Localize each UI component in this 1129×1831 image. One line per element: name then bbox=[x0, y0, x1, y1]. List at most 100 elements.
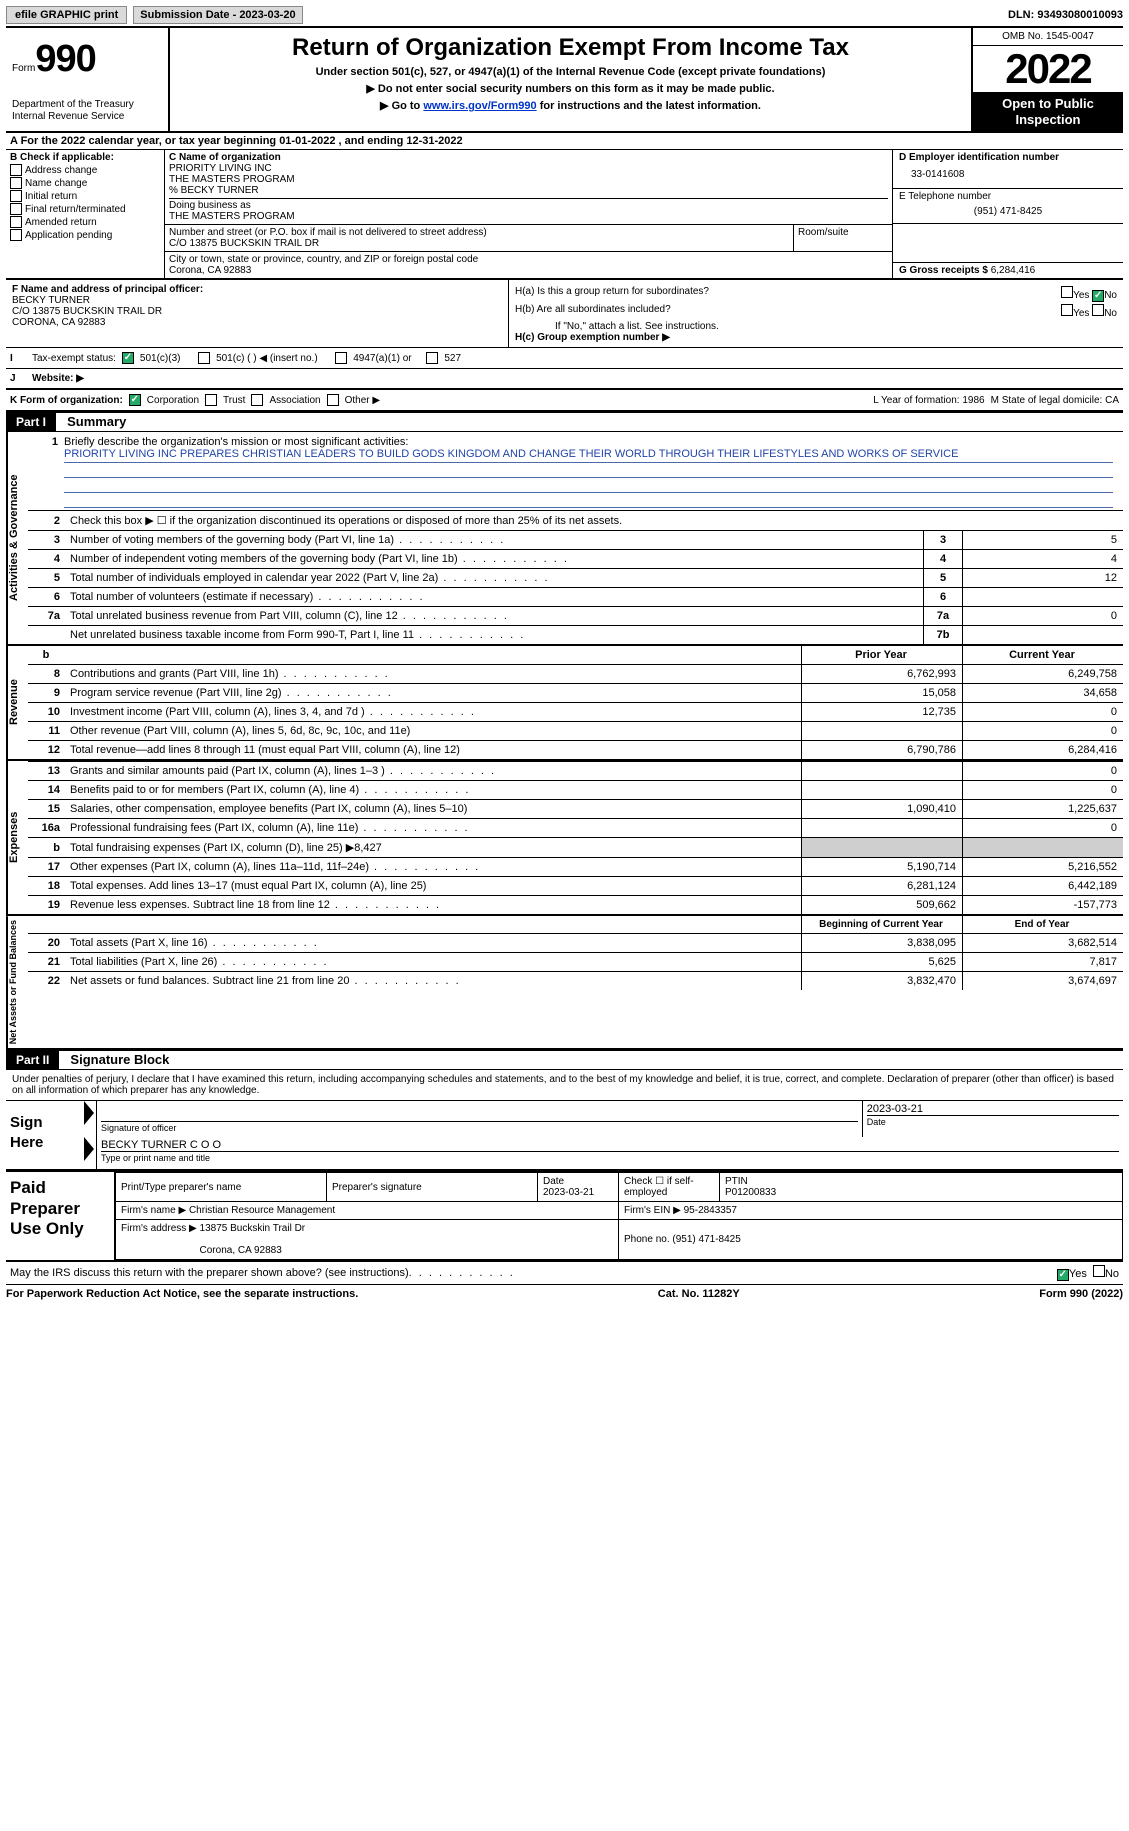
value: 6,790,786 bbox=[802, 741, 963, 760]
value bbox=[963, 626, 1124, 645]
col-d: D Employer identification number 33-0141… bbox=[892, 150, 1123, 278]
submission-date: Submission Date - 2023-03-20 bbox=[133, 6, 302, 24]
checkbox[interactable] bbox=[10, 229, 22, 241]
checkbox-checked[interactable]: ✓ bbox=[1092, 290, 1104, 302]
value: 6,281,124 bbox=[802, 877, 963, 896]
expenses-table: 13Grants and similar amounts paid (Part … bbox=[28, 761, 1123, 914]
sign-here-block: Sign Here Signature of officer 2023-03-2… bbox=[6, 1100, 1123, 1171]
city-address: Corona, CA 92883 bbox=[169, 265, 888, 276]
checkbox[interactable] bbox=[426, 352, 438, 364]
open-to-public: Open to Public Inspection bbox=[973, 92, 1123, 131]
checkbox[interactable] bbox=[327, 394, 339, 406]
checkbox[interactable] bbox=[10, 203, 22, 215]
subtitle-3: ▶ Go to www.irs.gov/Form990 for instruct… bbox=[178, 99, 963, 112]
value: 4 bbox=[963, 550, 1124, 569]
mission-text: PRIORITY LIVING INC PREPARES CHRISTIAN L… bbox=[64, 448, 1113, 463]
cat-no: Cat. No. 11282Y bbox=[658, 1288, 740, 1300]
expenses-section: Expenses 13Grants and similar amounts pa… bbox=[6, 761, 1123, 916]
part1-header: Part I Summary bbox=[6, 412, 1123, 432]
col-b: B Check if applicable: Address change Na… bbox=[6, 150, 165, 278]
mission-label: Briefly describe the organization's miss… bbox=[64, 436, 408, 448]
efile-button[interactable]: efile GRAPHIC print bbox=[6, 6, 127, 24]
officer-group-row: F Name and address of principal officer:… bbox=[6, 280, 1123, 348]
omb-number: OMB No. 1545-0047 bbox=[973, 28, 1123, 46]
value: 1,090,410 bbox=[802, 800, 963, 819]
checkbox[interactable] bbox=[10, 190, 22, 202]
paid-preparer-block: Paid Preparer Use Only Print/Type prepar… bbox=[6, 1171, 1123, 1262]
net-table: Beginning of Current YearEnd of Year 20T… bbox=[28, 916, 1123, 990]
checkbox[interactable] bbox=[335, 352, 347, 364]
checkbox-checked[interactable]: ✓ bbox=[122, 352, 134, 364]
checkbox-checked[interactable]: ✓ bbox=[129, 394, 141, 406]
value: 0 bbox=[963, 762, 1124, 781]
preparer-table: Print/Type preparer's name Preparer's si… bbox=[115, 1172, 1123, 1260]
checkbox[interactable] bbox=[1092, 304, 1104, 316]
value: 15,058 bbox=[802, 684, 963, 703]
arrow-icon bbox=[84, 1101, 94, 1125]
value: 3,682,514 bbox=[963, 934, 1124, 953]
part2-header: Part II Signature Block bbox=[6, 1050, 1123, 1070]
dln: DLN: 93493080010093 bbox=[1008, 9, 1123, 21]
vlabel-revenue: Revenue bbox=[6, 646, 28, 759]
value: 3,838,095 bbox=[802, 934, 963, 953]
checkbox[interactable] bbox=[205, 394, 217, 406]
topbar: efile GRAPHIC print Submission Date - 20… bbox=[6, 6, 1123, 24]
checkbox[interactable] bbox=[10, 177, 22, 189]
checkbox-checked[interactable]: ✓ bbox=[1057, 1269, 1069, 1281]
value: 6,442,189 bbox=[963, 877, 1124, 896]
subtitle-1: Under section 501(c), 527, or 4947(a)(1)… bbox=[178, 66, 963, 78]
form-number: Form990 bbox=[12, 38, 162, 81]
sig-date: 2023-03-21 bbox=[867, 1103, 1119, 1115]
value: 0 bbox=[963, 722, 1124, 741]
subtitle-2: ▶ Do not enter social security numbers o… bbox=[178, 82, 963, 95]
revenue-table: bPrior YearCurrent Year 8Contributions a… bbox=[28, 646, 1123, 759]
discuss-row: May the IRS discuss this return with the… bbox=[6, 1262, 1123, 1285]
form-org-row: K Form of organization: ✓Corporation Tru… bbox=[6, 390, 1123, 412]
checkbox[interactable] bbox=[251, 394, 263, 406]
state-domicile: M State of legal domicile: CA bbox=[991, 395, 1119, 406]
paperwork-notice: For Paperwork Reduction Act Notice, see … bbox=[6, 1288, 358, 1300]
value bbox=[802, 819, 963, 838]
vlabel-expenses: Expenses bbox=[6, 761, 28, 914]
dba: THE MASTERS PROGRAM bbox=[169, 211, 888, 222]
checkbox[interactable] bbox=[1061, 286, 1073, 298]
page-footer: For Paperwork Reduction Act Notice, see … bbox=[6, 1285, 1123, 1303]
ein: 33-0141608 bbox=[899, 163, 1117, 186]
vlabel-net: Net Assets or Fund Balances bbox=[6, 916, 28, 1048]
room-suite: Room/suite bbox=[794, 225, 892, 251]
value: 5,625 bbox=[802, 953, 963, 972]
governance-table: 2Check this box ▶ ☐ if the organization … bbox=[28, 510, 1123, 644]
phone: (951) 471-8425 bbox=[899, 202, 1117, 221]
checkbox[interactable] bbox=[1061, 304, 1073, 316]
firm-name: Christian Resource Management bbox=[189, 1205, 335, 1216]
signature-declaration: Under penalties of perjury, I declare th… bbox=[6, 1070, 1123, 1100]
value: 0 bbox=[963, 781, 1124, 800]
checkbox[interactable] bbox=[10, 216, 22, 228]
officer-name: BECKY TURNER bbox=[12, 295, 502, 306]
form-banner: Form990 Department of the Treasury Inter… bbox=[6, 26, 1123, 133]
checkbox[interactable] bbox=[10, 164, 22, 176]
street-address: C/O 13875 BUCKSKIN TRAIL DR bbox=[169, 238, 789, 249]
value bbox=[802, 781, 963, 800]
value: 34,658 bbox=[963, 684, 1124, 703]
form-title: Return of Organization Exempt From Incom… bbox=[178, 34, 963, 62]
value: 0 bbox=[963, 819, 1124, 838]
value: 6,249,758 bbox=[963, 665, 1124, 684]
year-formation: L Year of formation: 1986 bbox=[873, 395, 984, 406]
checkbox[interactable] bbox=[1093, 1265, 1105, 1277]
arrow-icon bbox=[84, 1137, 94, 1161]
paid-preparer-label: Paid Preparer Use Only bbox=[6, 1172, 115, 1260]
value: 7,817 bbox=[963, 953, 1124, 972]
net-assets-section: Net Assets or Fund Balances Beginning of… bbox=[6, 916, 1123, 1050]
checkbox[interactable] bbox=[198, 352, 210, 364]
value bbox=[802, 722, 963, 741]
value bbox=[963, 588, 1124, 607]
value: 6,284,416 bbox=[963, 741, 1124, 760]
instructions-link[interactable]: www.irs.gov/Form990 bbox=[423, 100, 536, 112]
calendar-year-row: A For the 2022 calendar year, or tax yea… bbox=[6, 133, 1123, 150]
value: 1,225,637 bbox=[963, 800, 1124, 819]
sign-here-label: Sign Here bbox=[6, 1101, 84, 1169]
value: 3,832,470 bbox=[802, 972, 963, 991]
value bbox=[802, 762, 963, 781]
prep-date: 2023-03-21 bbox=[543, 1187, 594, 1198]
